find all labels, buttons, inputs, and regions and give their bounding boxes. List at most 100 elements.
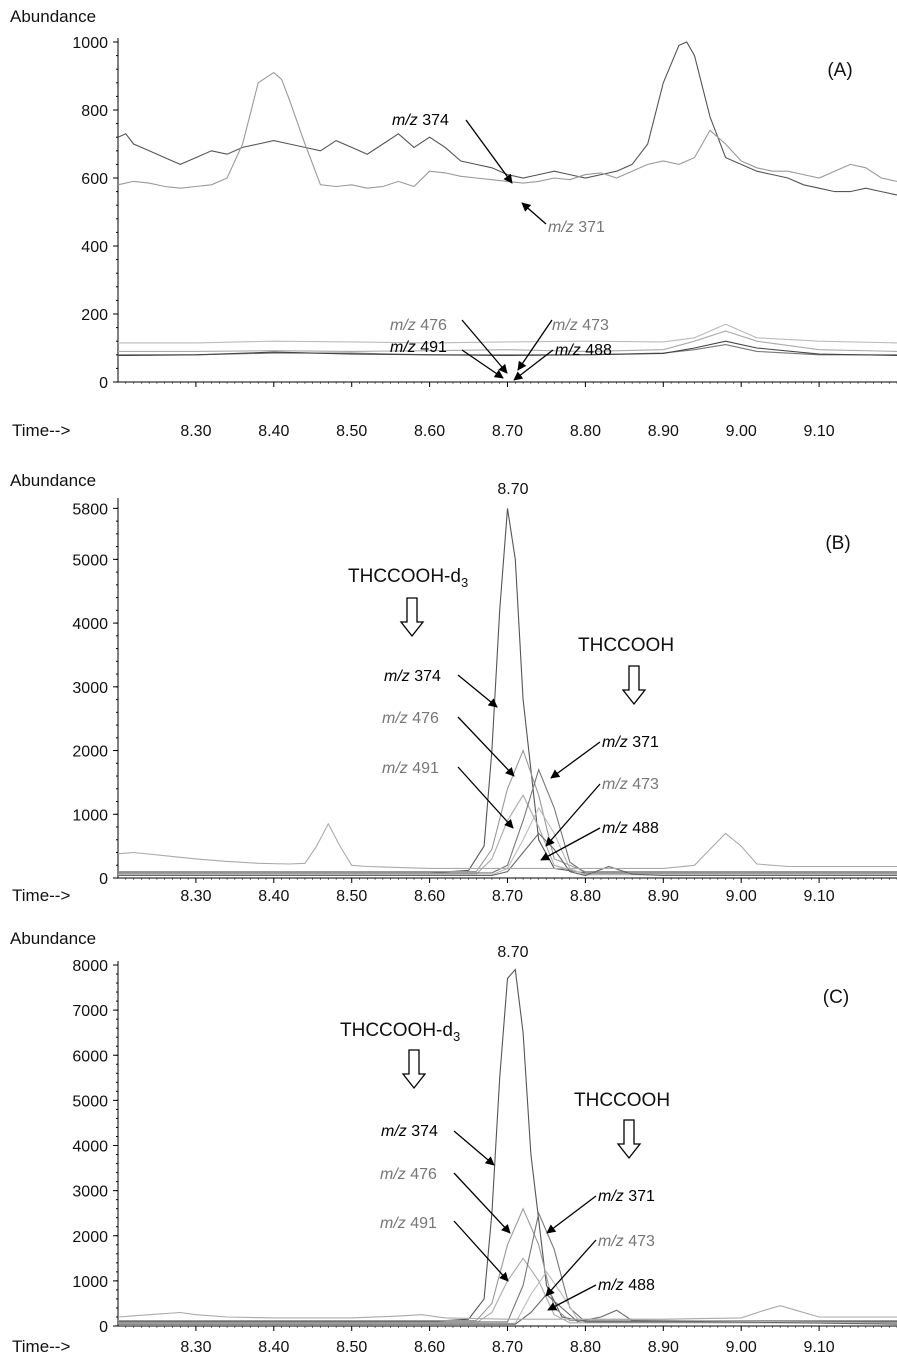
y-tick-label: 2000	[72, 1229, 108, 1246]
mz-value: 371	[628, 734, 659, 751]
series-annotation-label: m/z 473	[598, 1233, 655, 1250]
compound-label: THCCOOH	[574, 1090, 670, 1111]
mz-value: 476	[406, 1166, 437, 1183]
x-tick-label: 8.30	[180, 888, 211, 905]
series-annotation-label: m/z 488	[598, 1277, 655, 1294]
panel-label: (C)	[823, 987, 849, 1008]
mz-value: 488	[628, 820, 659, 837]
series-line-mz491	[118, 323, 897, 344]
mz-prefix: m/z	[555, 342, 581, 359]
series-annotation-label: m/z 488	[602, 820, 659, 837]
series-annotation-label: m/z 473	[552, 317, 609, 334]
annotation-arrow	[547, 1284, 597, 1311]
annotation-arrow	[546, 1195, 597, 1234]
hollow-down-arrow-icon	[616, 1119, 642, 1160]
y-tick-label: 600	[81, 171, 108, 188]
y-tick-label: 5000	[72, 1093, 108, 1110]
series-annotation-label: m/z 476	[390, 317, 447, 334]
hollow-down-arrow-icon	[399, 597, 425, 638]
compound-d3-name: THCCOOH-d	[340, 1020, 453, 1041]
mz-prefix: m/z	[598, 1233, 624, 1250]
panel-label: (A)	[827, 60, 852, 81]
series-line-mz473	[118, 806, 897, 876]
x-tick-label: 8.90	[648, 423, 679, 440]
compound-d3-subscript: 3	[461, 575, 468, 590]
mz-value: 473	[624, 1233, 655, 1250]
y-tick-label: 200	[81, 307, 108, 324]
annotation-arrow	[513, 349, 554, 381]
x-tick-label: 8.80	[570, 1339, 601, 1356]
chart-panel-b: 0 1000 2000 3000 4000 5000 5800 8.30 8.40 8.50 8.6…	[10, 471, 897, 905]
x-tick-label: 9.10	[804, 1339, 835, 1356]
y-axis-title: Abundance	[10, 471, 96, 490]
compound-label: THCCOOH	[578, 635, 674, 656]
mz-prefix: m/z	[392, 112, 418, 129]
annotation-arrow	[540, 827, 601, 861]
series-line-mz371	[118, 768, 897, 874]
series-line-mz476	[118, 1207, 897, 1322]
compound-d3-name: THCCOOH-d	[348, 566, 461, 587]
mz-value: 371	[624, 1188, 655, 1205]
x-tick-label: 8.50	[336, 1339, 367, 1356]
panel-label: (B)	[825, 533, 850, 554]
annotation-arrow	[521, 202, 547, 225]
x-tick-label: 8.70	[492, 1339, 523, 1356]
x-tick-label: 8.50	[336, 888, 367, 905]
mz-prefix: m/z	[380, 1215, 406, 1232]
y-tick-label: 5800	[72, 501, 108, 518]
annotation-arrow	[457, 716, 515, 777]
series-line-mz488	[118, 832, 897, 877]
y-tick-label: 0	[99, 375, 108, 392]
mz-prefix: m/z	[384, 668, 410, 685]
compound-d3-label: THCCOOH-d3	[340, 1020, 460, 1044]
annotation-arrow	[545, 783, 601, 847]
y-tick-label: 800	[81, 103, 108, 120]
annotation-arrow	[545, 1239, 597, 1297]
mz-prefix: m/z	[598, 1277, 624, 1294]
series-annotation-label: m/z 371	[598, 1188, 655, 1205]
y-tick-label: 4000	[72, 1139, 108, 1156]
y-tick-label: 4000	[72, 616, 108, 633]
mz-value: 488	[624, 1277, 655, 1294]
series-line-mz473	[117, 340, 897, 357]
series-annotation-label: m/z 374	[381, 1123, 438, 1140]
x-tick-label: 8.50	[336, 423, 367, 440]
chart-panel-c: 0 1000 2000 3000 4000 5000 6000 7000 8000 8.30 8.4…	[10, 929, 897, 1356]
y-tick-label: 8000	[72, 958, 108, 975]
series-line-mz488	[118, 1293, 897, 1325]
mz-value: 488	[581, 342, 612, 359]
mz-value: 491	[406, 1215, 437, 1232]
x-tick-label: 8.30	[180, 423, 211, 440]
annotation-arrow	[461, 319, 508, 374]
series-annotation-label: m/z 476	[382, 710, 439, 727]
annotation-arrow	[457, 766, 514, 829]
series-annotation-label: m/z 371	[602, 734, 659, 751]
x-tick-label: 8.30	[180, 1339, 211, 1356]
mz-value: 473	[628, 776, 659, 793]
y-tick-label: 0	[99, 871, 108, 888]
x-tick-label: 9.10	[804, 888, 835, 905]
y-tick-label: 2000	[72, 744, 108, 761]
mz-value: 371	[574, 219, 605, 236]
mz-prefix: m/z	[382, 710, 408, 727]
x-tick-label: 9.10	[804, 423, 835, 440]
series-line-baseline-6	[117, 1305, 897, 1320]
y-tick-label: 1000	[72, 35, 108, 52]
series-line-mz491	[118, 1257, 897, 1324]
peak-time-label: 8.70	[497, 944, 528, 961]
mz-value: 374	[407, 1123, 438, 1140]
mz-prefix: m/z	[548, 219, 574, 236]
y-tick-label: 7000	[72, 1003, 108, 1020]
mz-value: 491	[408, 760, 439, 777]
mz-value: 476	[408, 710, 439, 727]
series-line-baseline-6	[117, 822, 897, 869]
series-annotation-label: m/z 374	[392, 112, 449, 129]
x-tick-label: 8.40	[258, 888, 289, 905]
series-annotation-label: m/z 371	[548, 219, 605, 236]
mz-prefix: m/z	[602, 776, 628, 793]
mz-value: 374	[418, 112, 449, 129]
mz-prefix: m/z	[382, 760, 408, 777]
series-line-mz476	[118, 748, 897, 873]
x-tick-label: 8.40	[258, 1339, 289, 1356]
